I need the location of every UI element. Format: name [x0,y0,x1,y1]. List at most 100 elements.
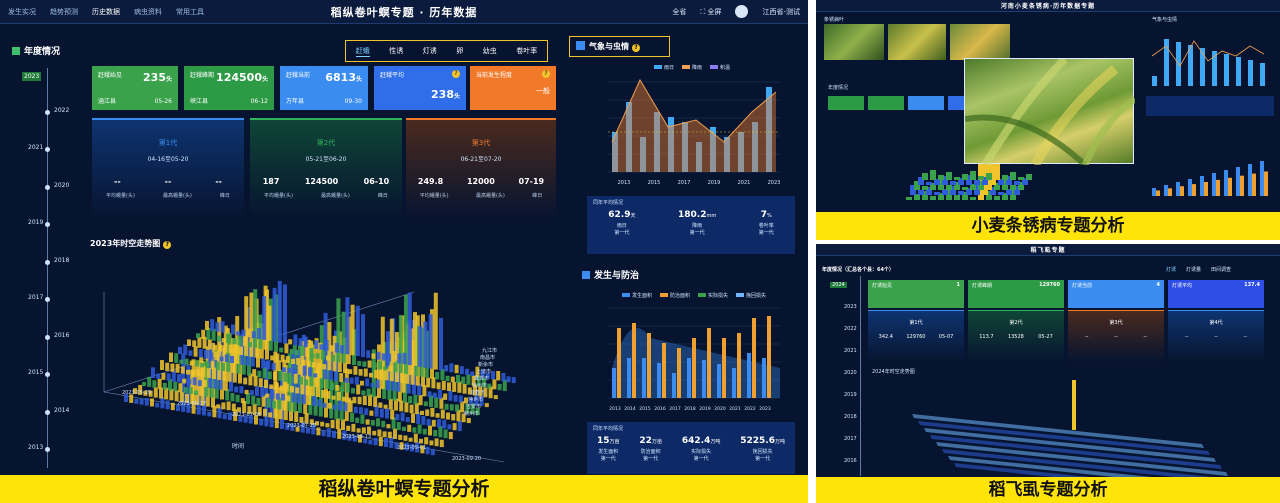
tab-0[interactable]: 赶蛾 [355,46,370,57]
tab-1[interactable]: 性诱 [389,47,404,55]
control-year: 2013 [609,406,621,412]
year-item[interactable]: 2022 [54,106,70,114]
rb-tab[interactable]: 灯诱量 [1186,267,1202,273]
rb-tab[interactable]: 田间调查 [1211,267,1232,273]
legend-item[interactable]: 实际损失 [698,292,728,299]
generation-card[interactable]: 第2代 05-21至06-20 187 124500 06-10 平均蛾量(头) 最高蛾量(… [250,118,402,218]
year-item[interactable]: 2016 [54,331,70,339]
trend-bar [347,435,352,441]
card-value-number: 124500 [216,71,262,84]
wheat-photo-1[interactable] [824,24,884,60]
rb-generation-card[interactable]: 第3代 -- -- -- [1068,310,1164,362]
fullscreen-button[interactable]: ⛶ 全屏 [700,7,722,16]
summary-card[interactable]: 当前发生程度? 一般 [470,66,556,110]
rb-generation-card[interactable]: 第4代 -- -- -- [1168,310,1264,362]
rb-tab[interactable]: 灯诱 [1166,267,1177,273]
trend-bar [318,342,323,379]
legend-label: 挽回损失 [746,293,767,299]
tab-3[interactable]: 卵 [456,47,464,55]
trend-bar [411,413,415,423]
generation-card[interactable]: 第1代 04-16至05-20 -- -- -- 平均蛾量(头) 最高蛾量(头) 峰日 [92,118,244,218]
trend-bar [239,386,244,394]
year-item[interactable]: 2018 [54,256,70,264]
trend-bar [251,331,256,339]
summary-card[interactable]: 赶蛾平均 238头? [374,66,466,110]
tab-4[interactable]: 幼虫 [482,47,497,55]
rb-summary-card[interactable]: 灯诱当前 4 [1068,280,1164,308]
rb-year-item[interactable]: 2024 [830,282,847,288]
rb-year-item[interactable]: 2019 [844,392,857,398]
control-year: 2016 [654,406,666,412]
wheat-photo-2[interactable] [888,24,946,60]
nav-item[interactable]: 趋势预测 [50,7,78,16]
rb-generation-card[interactable]: 第1代 342.4 129760 05-07 [868,310,964,362]
trend-bar [471,375,476,386]
generation-card[interactable]: 第3代 06-21至07-20 249.8 12000 07-19 平均蛾量(头) 最高蛾量… [406,118,556,218]
rb-year-item[interactable]: 2016 [844,458,857,464]
year-item[interactable]: 2014 [54,406,70,414]
trend-bar [272,287,277,342]
trend-bar [487,383,492,389]
trend-bar [300,341,305,395]
trend-bar [373,437,378,446]
wheat-closeup-photo[interactable] [964,56,1137,168]
rb-year-item[interactable]: 2017 [844,436,857,442]
year-dot [45,334,50,340]
year-item[interactable]: 2015 [28,369,44,376]
year-item[interactable]: 2020 [54,181,70,189]
occurrence-bar [657,363,661,398]
nav-item[interactable]: 常用工具 [176,7,204,16]
trend-bar [400,412,405,422]
year-item[interactable]: 2013 [28,444,44,451]
year-item[interactable]: 2017 [28,294,44,301]
trend-bar [173,381,178,392]
trend-bar [155,402,160,408]
trend-bar [225,328,230,334]
rb-summary-card[interactable]: 灯诱峰期 129760 [968,280,1064,308]
trend-bar [424,437,429,445]
year-item[interactable]: 2019 [28,219,44,226]
year-item[interactable]: 2021 [28,144,44,151]
rb-summary-card[interactable]: 灯诱平均 137.4 [1168,280,1264,308]
rb-generation-card[interactable]: 第2代 113.7 13528 05-27 [968,310,1064,362]
legend-swatch [660,293,669,297]
shield-icon [582,271,590,279]
rb-year-item[interactable]: 2018 [844,414,857,420]
occurrence-bar [747,353,751,398]
tab-5[interactable]: 卷叶率 [516,47,538,55]
trend-bar [353,406,358,414]
legend-item[interactable]: 防治面积 [660,292,690,299]
legend-item[interactable]: 降雨 [682,64,702,71]
trend-bar [506,376,511,383]
legend-item[interactable]: 积温 [710,64,730,71]
nav-item[interactable]: 发生实况 [8,7,36,16]
rb-year-item[interactable]: 2022 [844,326,857,332]
year-item[interactable]: 2023 [22,72,42,81]
help-icon[interactable]: ? [542,70,550,78]
summary-card[interactable]: 赶蛾峰期 124500头 峡江县 06-12 [184,66,274,110]
nav-item[interactable]: 病虫资料 [134,7,162,16]
help-icon[interactable]: ? [452,70,460,78]
summary-card[interactable]: 赶蛾始见 235头 涵江县 05-26 [92,66,178,110]
region-select[interactable]: 全省 [672,7,687,16]
legend-item[interactable]: 发生面积 [622,292,652,299]
year-dot [45,109,50,115]
trend-bar [180,366,185,374]
generation-label: 最高蛾量(头) [162,193,192,199]
avatar[interactable] [735,5,749,18]
help-icon[interactable]: ? [632,44,640,52]
rb-year-item[interactable]: 2020 [844,370,857,376]
wheat-photo-3[interactable] [950,24,1010,60]
weather-year: 2015 [648,180,661,186]
rb-year-item[interactable]: 2023 [844,304,857,310]
tab-2[interactable]: 灯诱 [422,47,437,55]
help-icon[interactable]: ? [163,241,172,249]
legend-item[interactable]: 挽回损失 [736,292,766,299]
nav-item[interactable]: 历史数据 [92,7,120,16]
trend-bar [331,354,336,362]
rb-summary-card[interactable]: 灯诱始见 1 [868,280,964,308]
summary-card[interactable]: 赶蛾当前 6813头 万年县 09-30 [280,66,368,110]
user-name[interactable]: 江西省-测试 [762,7,800,16]
legend-item[interactable]: 雨日 [654,64,674,71]
rb-year-item[interactable]: 2021 [844,348,857,354]
